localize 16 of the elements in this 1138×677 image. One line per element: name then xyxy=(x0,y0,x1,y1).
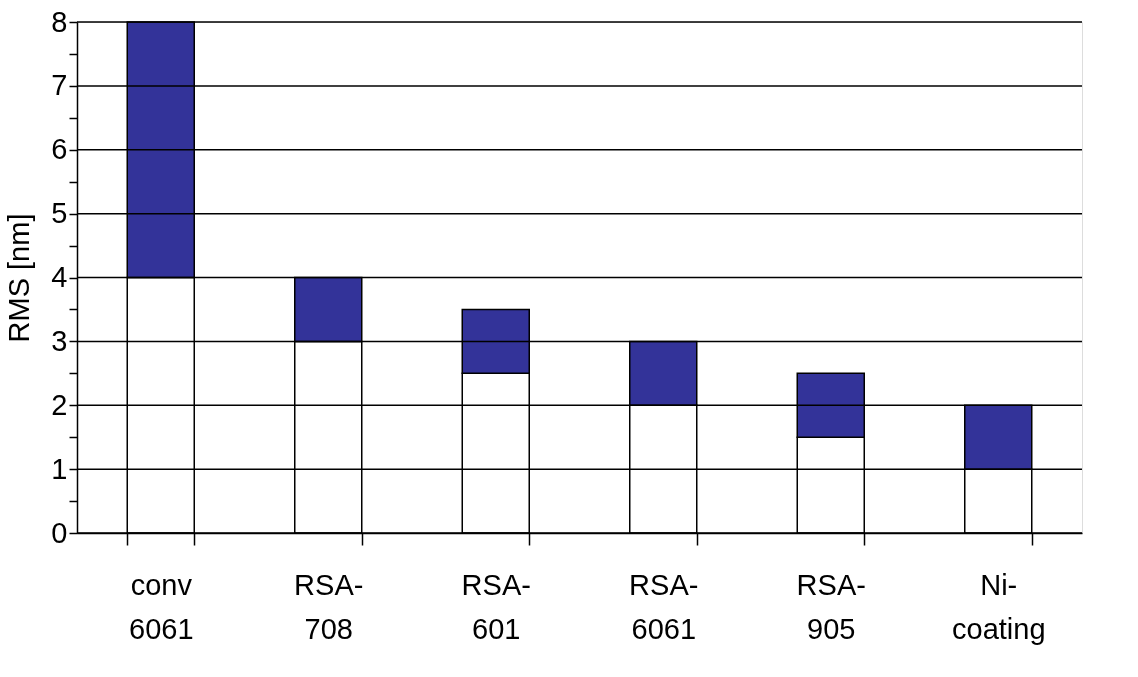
y-tick-label: 0 xyxy=(51,516,68,549)
y-tick-label: 1 xyxy=(51,452,68,485)
y-axis-title: RMS [nm] xyxy=(3,213,36,343)
y-tick-label: 6 xyxy=(51,133,68,166)
y-tick-label: 8 xyxy=(51,5,68,38)
y-tick-label: 3 xyxy=(51,324,68,357)
y-tick-label: 2 xyxy=(51,388,68,421)
y-tick-label: 4 xyxy=(51,261,68,293)
x-tick-label: RSA-6061 xyxy=(629,568,699,645)
x-tick-label: conv 6061 xyxy=(128,568,194,645)
x-tick-label: Ni-coating xyxy=(951,568,1046,645)
y-tick-label: 7 xyxy=(51,69,68,102)
x-tick-label: RSA-905 xyxy=(796,568,866,645)
x-tick-label: RSA-601 xyxy=(461,568,531,645)
x-tick-label: RSA-708 xyxy=(294,568,364,645)
y-tick-label: 5 xyxy=(51,197,68,230)
